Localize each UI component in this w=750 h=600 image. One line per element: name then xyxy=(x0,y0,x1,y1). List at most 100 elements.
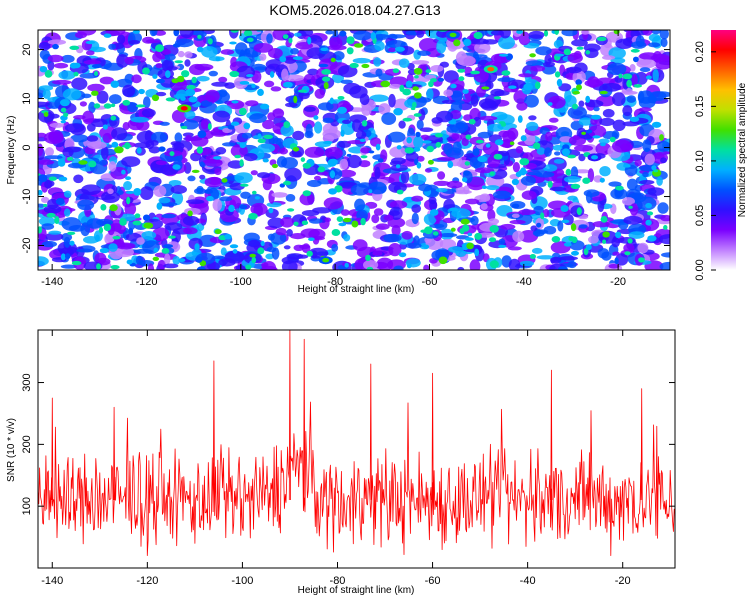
heatmap-blob xyxy=(609,136,616,143)
heatmap-blob xyxy=(493,153,503,160)
heatmap-blob xyxy=(622,73,633,80)
heatmap-blob xyxy=(302,190,311,197)
heatmap-blob xyxy=(663,225,668,230)
heatmap-blob xyxy=(240,191,251,199)
heatmap-blob xyxy=(405,242,422,249)
heatmap-blob xyxy=(138,88,145,95)
heatmap-blob xyxy=(340,209,350,216)
heatmap-blob xyxy=(553,158,565,164)
heatmap-blob xyxy=(161,248,170,254)
heatmap-y-tick-label: -10 xyxy=(21,189,33,205)
heatmap-blob xyxy=(500,122,507,127)
heatmap-blob xyxy=(234,154,241,159)
heatmap-blob xyxy=(659,30,669,40)
heatmap-blob xyxy=(463,170,471,176)
heatmap-blob xyxy=(436,156,456,161)
heatmap-blob xyxy=(87,141,107,150)
heatmap-blob xyxy=(152,227,170,242)
heatmap-blob xyxy=(269,71,275,78)
heatmap-blob xyxy=(283,121,291,129)
heatmap-blob xyxy=(352,57,371,64)
heatmap-blob xyxy=(180,96,186,101)
heatmap-blob xyxy=(416,97,432,103)
heatmap-blob xyxy=(41,240,58,248)
heatmap-x-tick-label: -40 xyxy=(516,276,532,288)
heatmap-blob xyxy=(293,32,302,37)
heatmap-blob xyxy=(467,232,473,237)
heatmap-blob xyxy=(145,39,161,44)
heatmap-blob xyxy=(314,88,325,99)
heatmap-blob xyxy=(337,65,358,78)
heatmap-y-label: Frequency (Hz) xyxy=(6,116,17,185)
heatmap-blob xyxy=(234,172,253,184)
heatmap-blob xyxy=(159,121,170,126)
heatmap-blob xyxy=(284,74,305,82)
heatmap-blob xyxy=(57,158,66,167)
heatmap-blob xyxy=(150,140,159,146)
heatmap-blob xyxy=(535,171,555,178)
heatmap-blob xyxy=(576,207,582,216)
heatmap-blob xyxy=(183,162,192,174)
heatmap-blob xyxy=(76,248,93,253)
heatmap-blob xyxy=(248,239,261,248)
heatmap-blob xyxy=(518,209,536,216)
heatmap-x-tick-label: -100 xyxy=(230,276,252,288)
heatmap-blob xyxy=(414,75,419,79)
heatmap-blob xyxy=(219,196,233,202)
heatmap-blob xyxy=(58,70,76,80)
heatmap-blob xyxy=(96,218,113,226)
heatmap-blob xyxy=(565,168,572,176)
heatmap-blob xyxy=(387,217,406,228)
heatmap-blob xyxy=(115,242,136,250)
heatmap-blob xyxy=(117,190,124,195)
heatmap-blob xyxy=(257,172,271,179)
heatmap-blob xyxy=(111,103,116,108)
heatmap-blob xyxy=(375,68,383,77)
heatmap-blob xyxy=(612,92,626,107)
heatmap-blob xyxy=(614,257,619,265)
heatmap-blob xyxy=(44,179,53,189)
heatmap-blob xyxy=(602,239,607,244)
heatmap-blob xyxy=(388,83,402,89)
heatmap-blob xyxy=(281,260,298,270)
heatmap-blob xyxy=(185,88,196,97)
heatmap-blob xyxy=(383,233,402,243)
heatmap-blob xyxy=(161,49,172,55)
heatmap-blob xyxy=(103,103,112,109)
heatmap-blob xyxy=(49,122,65,128)
heatmap-blob xyxy=(411,101,417,108)
heatmap-blob xyxy=(239,142,247,149)
heatmap-blob xyxy=(62,147,74,158)
heatmap-blob xyxy=(512,162,521,173)
heatmap-blob xyxy=(554,30,560,35)
heatmap-blob xyxy=(243,30,253,37)
heatmap-blob xyxy=(541,64,557,75)
heatmap-blob xyxy=(218,258,236,267)
snr-series-line xyxy=(38,330,675,556)
heatmap-x-tick-label: -20 xyxy=(610,276,626,288)
heatmap-blob xyxy=(166,66,178,71)
heatmap-blob xyxy=(188,96,198,103)
heatmap-blob xyxy=(396,145,402,150)
heatmap-blob xyxy=(259,53,267,61)
heatmap-blob xyxy=(121,169,126,175)
heatmap-hotspot-core xyxy=(180,106,188,111)
heatmap-blob xyxy=(73,71,79,77)
heatmap-blob xyxy=(60,264,77,269)
heatmap-blob xyxy=(489,225,499,233)
heatmap-blob xyxy=(463,185,470,195)
heatmap-blob xyxy=(590,117,598,126)
heatmap-blob xyxy=(222,142,236,147)
heatmap-blob xyxy=(187,175,196,182)
heatmap-blob xyxy=(372,251,383,256)
heatmap-blob xyxy=(81,184,101,195)
heatmap-blob xyxy=(38,226,43,234)
heatmap-blob xyxy=(429,223,445,229)
heatmap-blob xyxy=(314,175,321,181)
heatmap-blob xyxy=(270,86,282,92)
colorbar-tick-label: 0.00 xyxy=(694,259,706,280)
heatmap-blob xyxy=(567,52,583,64)
heatmap-blob xyxy=(163,263,179,269)
heatmap-blob xyxy=(336,216,344,223)
heatmap-y-tick-label: 10 xyxy=(21,92,33,104)
